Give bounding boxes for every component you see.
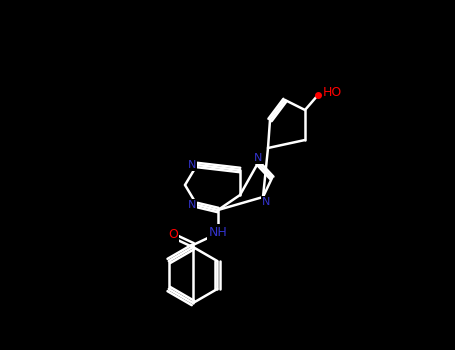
Text: N: N (254, 153, 262, 163)
Text: O: O (168, 229, 178, 241)
Text: HO: HO (323, 85, 342, 98)
Text: N: N (188, 200, 196, 210)
Text: N: N (262, 197, 270, 207)
Text: NH: NH (209, 225, 228, 238)
Text: N: N (188, 160, 196, 170)
